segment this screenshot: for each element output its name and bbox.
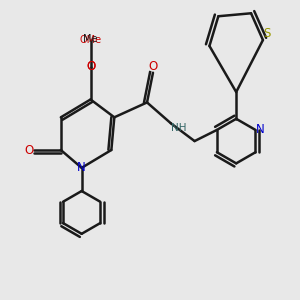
Text: N: N [77,161,86,174]
Text: N: N [256,123,264,136]
Text: Me: Me [83,34,98,44]
Text: OMe: OMe [80,35,102,45]
Text: O: O [86,60,95,73]
Text: S: S [263,27,270,40]
Text: O: O [148,60,158,73]
Text: O: O [86,60,95,73]
Text: NH: NH [171,123,186,133]
Text: O: O [25,143,34,157]
